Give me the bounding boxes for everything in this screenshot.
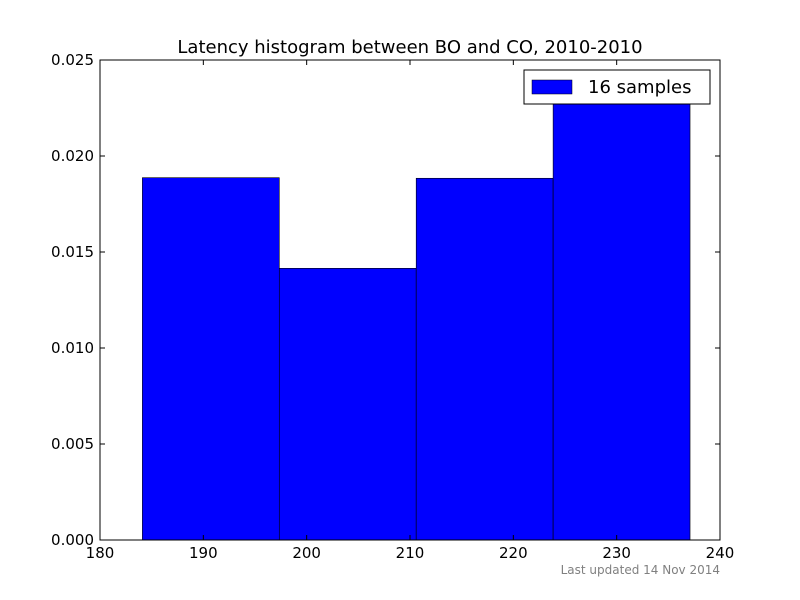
histogram-bar-2 xyxy=(278,268,417,541)
histogram-bar-4 xyxy=(552,103,691,541)
y-tick-label: 0.020 xyxy=(51,147,94,165)
histogram-bar-3 xyxy=(415,177,554,541)
x-tick-label: 190 xyxy=(189,544,218,562)
y-tick-label: 0.005 xyxy=(51,435,94,453)
chart-title: Latency histogram between BO and CO, 201… xyxy=(177,37,642,58)
legend-swatch xyxy=(531,79,573,95)
histogram-bar-1 xyxy=(142,177,280,541)
bars-group xyxy=(142,103,691,541)
x-tick-label: 220 xyxy=(499,544,528,562)
legend: 16 samples xyxy=(523,69,711,105)
x-tick-label: 230 xyxy=(602,544,631,562)
y-tick-label: 0.015 xyxy=(51,243,94,261)
y-tick-label: 0.000 xyxy=(51,531,94,549)
y-tick-label: 0.010 xyxy=(51,339,94,357)
x-tick-label: 180 xyxy=(86,544,115,562)
x-tick-label: 200 xyxy=(292,544,321,562)
legend-label: 16 samples xyxy=(588,77,691,98)
x-tick-label: 240 xyxy=(706,544,735,562)
last-updated-note: Last updated 14 Nov 2014 xyxy=(561,563,720,577)
x-tick-label: 210 xyxy=(396,544,425,562)
axis-ticks: 180 190 200 210 220 230 240 0.000 0.005 0.010 0.01… xyxy=(51,51,734,562)
y-tick-label: 0.025 xyxy=(51,51,94,69)
